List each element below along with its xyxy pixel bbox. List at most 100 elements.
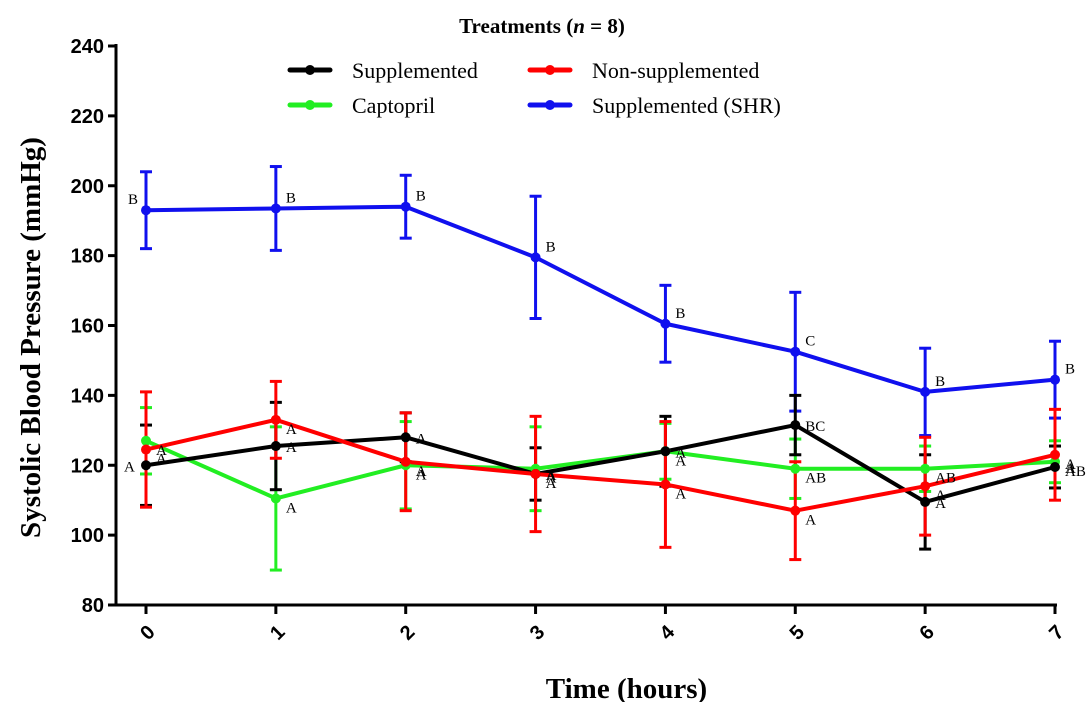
y-tick-label: 140	[71, 385, 104, 407]
y-tick-label: 200	[71, 176, 104, 198]
significance-letter: A	[935, 496, 946, 512]
data-point	[530, 468, 541, 479]
series-line	[145, 204, 1056, 394]
data-point	[660, 479, 671, 490]
data-point	[141, 444, 151, 455]
significance-letter: B	[128, 192, 138, 208]
significance-letter: A	[546, 476, 557, 492]
x-tick-label: 4	[656, 621, 680, 645]
data-point	[790, 420, 801, 431]
legend-title-prefix: Treatments (	[459, 14, 573, 38]
significance-letter: C	[805, 334, 815, 350]
legend-swatch-marker	[305, 100, 315, 110]
significance-letter: A	[675, 445, 686, 461]
data-point	[790, 463, 801, 474]
data-point	[400, 456, 411, 467]
x-tick-label: 3	[526, 621, 549, 644]
significance-letter: A	[675, 486, 686, 502]
legend-title-suffix: = 8)	[585, 14, 625, 38]
data-point	[530, 252, 541, 263]
data-point	[270, 203, 281, 214]
x-tick-label: 5	[786, 621, 809, 644]
significance-letter: A	[935, 488, 946, 504]
error-bars	[140, 165, 1061, 572]
significance-letter: A	[416, 467, 427, 483]
significance-letter: B	[416, 189, 426, 205]
legend-label: Non-supplemented	[592, 58, 759, 83]
significance-letter: B	[675, 306, 685, 322]
significance-letter: BC	[805, 419, 825, 435]
data-point	[920, 481, 931, 492]
data-point	[141, 460, 151, 471]
legend-title: Treatments (n = 8)	[459, 14, 625, 38]
significance-letter: AB	[1065, 464, 1086, 480]
y-tick-label: 120	[71, 455, 104, 477]
data-point	[790, 346, 801, 357]
data-point	[400, 201, 411, 212]
data-point	[1050, 461, 1060, 472]
legend-swatch-marker	[545, 100, 555, 110]
legend-swatch-marker	[545, 65, 555, 75]
significance-letter: A	[675, 453, 686, 469]
significance-letter: A	[1065, 461, 1076, 477]
legend-label: Supplemented (SHR)	[592, 93, 781, 118]
x-tick-label: 0	[136, 621, 159, 644]
legend-title-italic: n	[573, 14, 585, 38]
significance-letter: A	[416, 431, 427, 447]
significance-letter: A	[124, 459, 135, 475]
x-tick-label: 2	[396, 621, 419, 644]
significance-letter: AB	[935, 471, 956, 487]
y-tick-label: 100	[71, 525, 104, 547]
data-point	[790, 505, 801, 516]
y-tick-label: 80	[82, 595, 104, 617]
y-tick-label: 160	[71, 316, 104, 338]
significance-letter: A	[286, 440, 297, 456]
x-tick-label: 6	[915, 621, 938, 644]
x-tick-label: 7	[1045, 621, 1068, 644]
data-point	[1050, 374, 1060, 385]
data-point	[270, 493, 281, 504]
data-point	[920, 386, 931, 397]
data-point	[920, 463, 931, 474]
data-point	[1050, 449, 1060, 460]
significance-letter: A	[286, 500, 297, 516]
significance-letter: B	[1065, 362, 1075, 378]
significance-letter: A	[546, 471, 557, 487]
data-point	[400, 432, 411, 443]
significance-letter: A	[1065, 457, 1076, 473]
significance-letter: A	[805, 513, 816, 529]
series-line	[145, 438, 1056, 501]
y-tick-label: 180	[71, 246, 104, 268]
significance-letter: A	[286, 422, 297, 438]
series-line	[145, 423, 1056, 504]
data-point	[270, 441, 281, 452]
significance-letter: A	[156, 452, 167, 468]
legend-label: Captopril	[352, 93, 435, 118]
x-tick-label: 1	[266, 621, 289, 644]
significance-letter: A	[546, 468, 557, 484]
significance-letter: B	[546, 239, 556, 255]
data-point	[920, 496, 931, 507]
significance-letter: B	[935, 374, 945, 390]
data-point	[660, 318, 671, 329]
series-line	[145, 417, 1056, 513]
significance-letter: A	[156, 443, 167, 459]
y-tick-label: 240	[71, 36, 104, 58]
data-point	[141, 435, 151, 446]
legend-label: Supplemented	[352, 58, 478, 83]
y-axis-title: Systolic Blood Pressure (mmHg)	[15, 137, 47, 538]
data-point	[270, 414, 281, 425]
x-axis-title: Time (hours)	[546, 673, 707, 702]
y-tick-label: 220	[71, 106, 104, 128]
data-point	[660, 446, 671, 457]
series-points	[141, 201, 1060, 516]
legend: Treatments (n = 8) Supplemented Non-supple…	[287, 14, 781, 118]
series-lines	[145, 204, 1056, 513]
axes: 80 100 120 140 160 180 200 220 240 0 1 2 3 4 5 6 7 Time (…	[15, 36, 1069, 702]
significance-letter: B	[286, 190, 296, 206]
significance-letter: A	[416, 464, 427, 480]
significance-letter: AB	[805, 471, 826, 487]
